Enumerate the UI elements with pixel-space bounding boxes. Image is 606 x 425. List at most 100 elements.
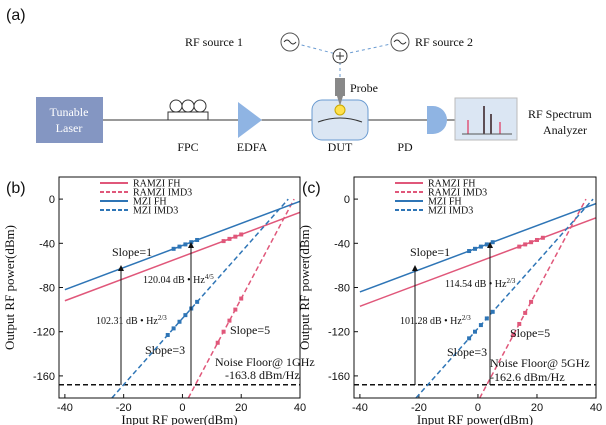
annotation: Noise Floor@ 1GHz [215,355,315,369]
data-point [511,333,516,338]
x-axis-label: Input RF power(dBm) [121,412,237,425]
waveguide [317,117,363,123]
data-point [478,244,483,249]
y-tick-label: -40 [334,238,350,250]
annotation: 120.04 dB • Hz4/5 [143,273,214,286]
x-tick-label: 20 [235,402,247,414]
annotation: -162.6 dBm/Hz [490,370,565,384]
data-point [529,299,534,304]
series-line [359,217,596,307]
legend-label: MZI IMD3 [133,206,178,217]
x-tick-label: 20 [531,402,543,414]
data-point [523,310,528,315]
annotation: 102.31 dB • Hz2/3 [96,314,167,327]
rf-source-label: RF source 2 [415,35,473,49]
data-point [221,329,226,334]
data-point [227,236,232,241]
annotation-sup: 4/5 [205,273,214,281]
data-point [177,319,182,324]
data-point [534,237,539,242]
edfa-icon [238,102,262,138]
annotation: Slope=1 [410,245,450,259]
y-tick-label: 0 [344,194,350,206]
y-tick-label: -80 [39,283,55,295]
spectrum-lines [483,106,492,134]
data-point [467,336,472,341]
annotation-text: Noise Floor@ 1GHz [215,355,315,369]
y-axis-label: Output RF power(dBm) [297,225,312,350]
data-point [165,333,170,338]
data-point [195,299,200,304]
annotation: Slope=3 [145,343,185,357]
legend-label: RAMZI FH [428,179,476,190]
annotation-text: -162.6 dBm/Hz [490,370,565,384]
plot-frame [353,176,597,399]
annotation: 114.54 dB • Hz2/3 [445,277,516,290]
data-point [195,237,200,242]
y-tick-label: -120 [33,327,55,339]
data-point [183,313,188,318]
analyzer-label: RF Spectrum [528,107,592,121]
data-point [233,234,238,239]
annotation-text: Slope=1 [112,245,152,259]
analyzer-box [454,97,518,141]
data-point [517,244,522,249]
rf-source-label: RF source 1 [185,35,243,49]
data-point [473,246,477,251]
fpc-loop [169,99,183,113]
sine-icon [393,39,407,45]
annotation-text: Slope=1 [410,245,450,259]
y-tick-label: -40 [39,238,55,250]
series-line [415,198,594,398]
fpc-label: FPC [177,140,198,154]
plot-area [354,198,596,398]
data-point [523,242,528,247]
y-tick-label: 0 [49,194,55,206]
fpc-base [167,111,209,121]
pd-icon [427,106,447,134]
annotation-sup: 2/3 [506,277,515,285]
sine-icon [283,39,297,45]
annotation: Slope=5 [230,323,270,337]
y-tick-label: -120 [328,327,350,339]
y-axis-label: Output RF power(dBm) [2,225,17,350]
data-point [484,242,489,247]
pd-label: PD [397,140,413,154]
x-tick-label: 0 [179,402,185,414]
annotation-text: Slope=5 [230,323,270,337]
data-point [490,309,495,314]
data-point [171,326,176,331]
annotation-text: 102.31 dB • Hz [96,316,158,327]
annotation-text: Slope=5 [510,326,550,340]
data-point [517,321,522,326]
legend-label: RAMZI IMD3 [133,188,192,199]
data-point [239,296,244,301]
data-point [233,307,238,312]
setup-diagram: RF source 1 RF source 2 Tunable Laser FP… [36,32,592,154]
dut-label: DUT [328,140,353,154]
annotation-text: 101.28 dB • Hz [400,316,462,327]
annotation: -163.8 dBm/Hz [225,368,300,382]
annotation-text: 114.54 dB • Hz [445,279,507,290]
rf-wire [339,41,401,56]
data-point [490,240,495,245]
probe [335,78,345,96]
plot-frame [58,176,301,399]
analyzer-label: Analyzer [543,123,587,137]
y-tick-label: -160 [328,371,350,383]
series-line [64,211,300,302]
annotation-text: -163.8 dBm/Hz [225,368,300,382]
data-point [183,242,188,247]
plot-area [59,198,300,398]
data-point [215,340,220,345]
legend-label: MZI FH [133,197,167,208]
annotation: Noise Floor@ 5GHz [490,356,590,370]
data-point [221,239,226,244]
x-tick-label: -40 [57,402,73,414]
charts: (b) 0 -40 -80 -120 -160 -40 -20 0 20 40 Input RF po… [2,176,602,425]
annotation: Slope=1 [112,245,152,259]
data-point [473,329,477,334]
data-point [239,232,244,237]
annotation-text: 120.04 dB • Hz [143,275,205,286]
